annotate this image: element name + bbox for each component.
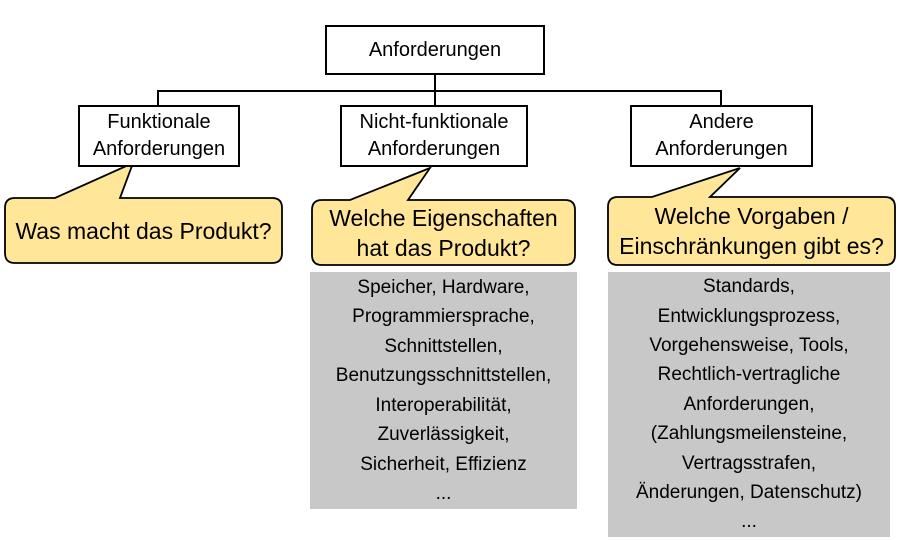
details-box-nicht-funktionale: Speicher, Hardware, Programmiersprache, … [310, 272, 577, 509]
details-box-andere: Standards, Entwicklungsprozess, Vorgehen… [608, 272, 890, 537]
node-funktionale-anforderungen: Funktionale Anforderungen [78, 105, 240, 167]
node-nicht-funktionale-anforderungen: Nicht-funktionale Anforderungen [340, 105, 528, 167]
root-node-anforderungen: Anforderungen [325, 25, 545, 75]
callout-text-andere: Welche Vorgaben / Einschränkungen gibt e… [619, 203, 884, 259]
callout-text-nicht-funktionale: Welche Eigenschaften hat das Produkt? [329, 204, 558, 261]
node-andere-anforderungen: Andere Anforderungen [630, 105, 813, 167]
tree-connector-lines [157, 75, 722, 105]
callout-text-funktionale: Was macht das Produkt? [15, 217, 272, 244]
